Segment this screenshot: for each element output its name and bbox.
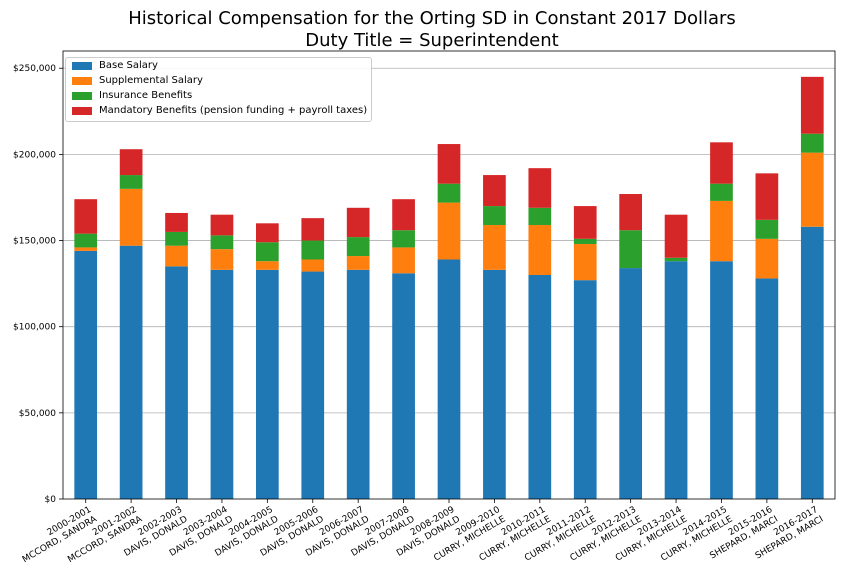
- bar-segment: [800, 152, 824, 227]
- bar-segment: [755, 219, 779, 239]
- bar-segment: [74, 247, 98, 251]
- bar-segment: [301, 218, 325, 241]
- y-tick-label: $150,000: [13, 237, 56, 247]
- bar-segment: [256, 269, 279, 499]
- bar-segment: [210, 235, 234, 250]
- bar-segment: [74, 233, 98, 248]
- bar-segment: [119, 175, 143, 189]
- legend-label: Supplemental Salary: [99, 75, 203, 86]
- bar-segment: [573, 206, 597, 239]
- bar-segment: [755, 238, 779, 279]
- bar-segment: [437, 259, 461, 499]
- bar-segment: [573, 280, 597, 499]
- bar-segment: [664, 257, 688, 262]
- bar-segment: [619, 194, 642, 231]
- bar-segment: [437, 202, 461, 260]
- bar-segment: [573, 243, 597, 281]
- bar-segment: [619, 268, 642, 499]
- bar-segment: [483, 206, 506, 226]
- bar-segment: [710, 183, 733, 201]
- bar-segment: [119, 245, 143, 499]
- legend-swatch: [72, 107, 92, 115]
- bar-segment: [437, 183, 461, 203]
- bar-segment: [664, 261, 688, 499]
- bar-segment: [755, 278, 779, 499]
- bar-segment: [256, 223, 279, 243]
- y-tick-label: $250,000: [13, 64, 56, 74]
- bar-segment: [392, 247, 415, 274]
- bar-segment: [528, 275, 552, 499]
- bar-segment: [301, 240, 325, 260]
- bar-segment: [800, 226, 824, 499]
- chart-subtitle: Duty Title = Superintendent: [305, 30, 559, 51]
- legend-swatch: [72, 62, 92, 70]
- bar-segment: [619, 230, 642, 269]
- bar-segment: [437, 144, 461, 184]
- bar-segment: [74, 250, 98, 499]
- legend-label: Mandatory Benefits (pension funding + pa…: [99, 105, 368, 116]
- bar-segment: [165, 245, 188, 267]
- bar-segment: [165, 231, 188, 246]
- legend-label: Insurance Benefits: [99, 90, 193, 101]
- bar-segment: [710, 142, 733, 184]
- bar-segment: [346, 256, 370, 270]
- plot-frame: [62, 50, 836, 500]
- bar-segment: [119, 149, 143, 176]
- y-tick-label: $0: [45, 495, 57, 505]
- bar-segment: [528, 225, 552, 275]
- bar-segment: [256, 242, 279, 262]
- bar-segment: [800, 133, 824, 153]
- bar-segment: [392, 230, 415, 248]
- bar-segment: [483, 225, 506, 270]
- bar-segment: [256, 261, 279, 270]
- bar-segment: [755, 173, 779, 220]
- y-tick-label: $100,000: [13, 323, 56, 333]
- bar-segment: [664, 214, 688, 258]
- chart-title: Historical Compensation for the Orting S…: [128, 8, 736, 29]
- bar-segment: [210, 269, 234, 499]
- bar-segment: [392, 199, 415, 231]
- bar-segment: [165, 212, 188, 232]
- y-tick-label: $200,000: [13, 150, 56, 160]
- bar-segment: [392, 273, 415, 499]
- bar-segment: [528, 207, 552, 226]
- bar-segment: [346, 237, 370, 257]
- bar-segment: [573, 238, 597, 244]
- bar-segment: [800, 76, 824, 134]
- legend: Base Salary Supplemental Salary Insuranc…: [65, 57, 372, 122]
- bar-segment: [301, 259, 325, 272]
- bar-segment: [346, 207, 370, 238]
- bar-segment: [210, 214, 234, 236]
- bar-segment: [210, 249, 234, 270]
- bar-segment: [119, 188, 143, 246]
- bar-segment: [483, 175, 506, 207]
- legend-label: Base Salary: [99, 60, 158, 71]
- y-tick-label: $50,000: [19, 409, 56, 419]
- bar-segment: [710, 261, 733, 499]
- legend-swatch: [72, 92, 92, 100]
- bar-segment: [165, 266, 188, 499]
- bar-segment: [74, 199, 98, 234]
- bar-segment: [346, 269, 370, 499]
- bar-segment: [483, 269, 506, 499]
- bar-segment: [528, 168, 552, 208]
- legend-swatch: [72, 77, 92, 85]
- bar-segment: [301, 271, 325, 499]
- bar-segment: [710, 200, 733, 262]
